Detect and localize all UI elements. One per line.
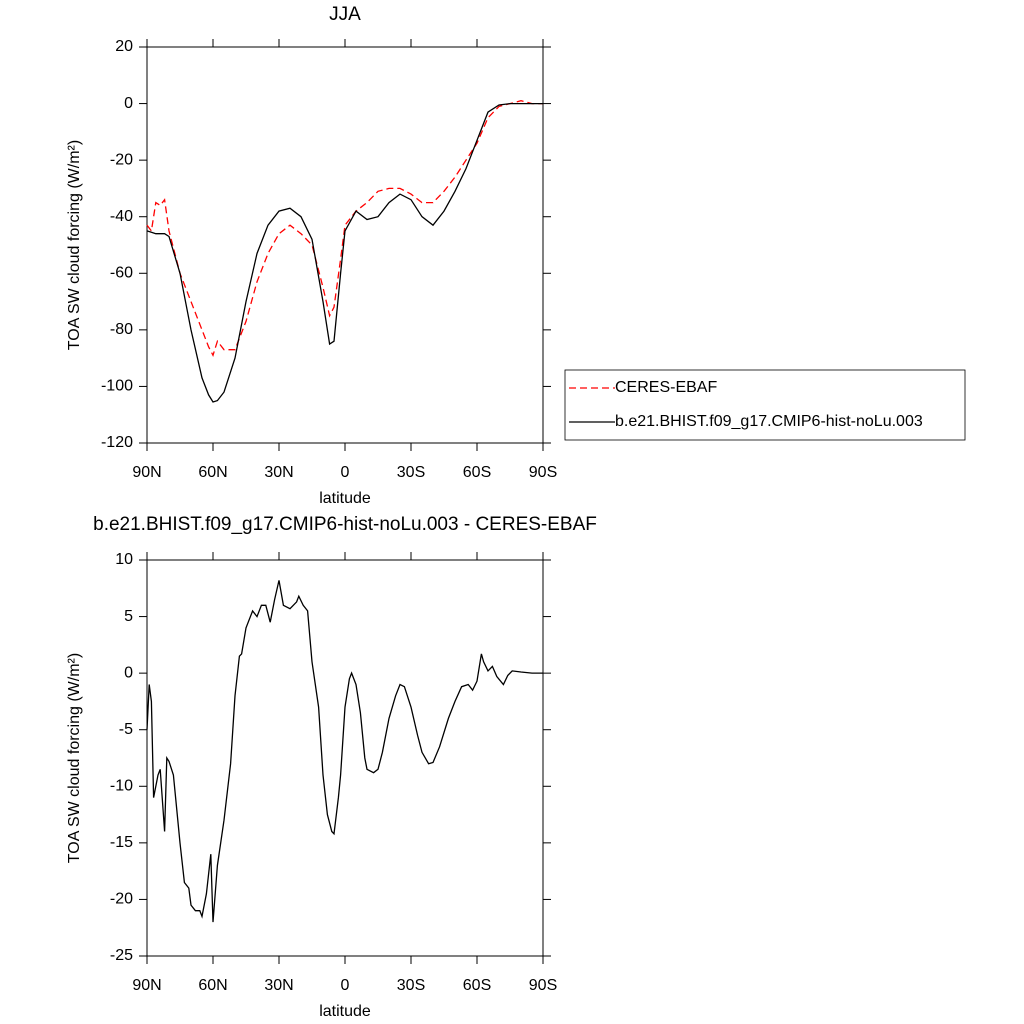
x-axis-label: latitude bbox=[319, 1003, 371, 1020]
x-tick-label: 90N bbox=[132, 977, 161, 994]
y-tick-label: -120 bbox=[101, 434, 133, 451]
y-axis-label: TOA SW cloud forcing (W/m²) bbox=[66, 140, 83, 350]
y-tick-label: -60 bbox=[110, 265, 133, 282]
y-tick-label: 0 bbox=[124, 664, 133, 681]
plot-frame bbox=[146, 46, 544, 444]
y-tick-label: -10 bbox=[110, 778, 133, 795]
x-tick-label: 90S bbox=[529, 464, 557, 481]
legend-label: CERES-EBAF bbox=[615, 379, 717, 396]
x-tick-label: 60S bbox=[463, 464, 491, 481]
x-tick-label: 60N bbox=[198, 977, 227, 994]
data-line bbox=[146, 102, 543, 403]
y-tick-label: 10 bbox=[115, 551, 133, 568]
x-tick-label: 90S bbox=[529, 977, 557, 994]
x-tick-label: 0 bbox=[341, 464, 350, 481]
y-tick-label: -15 bbox=[110, 834, 133, 851]
data-line bbox=[146, 580, 543, 923]
legend-box bbox=[564, 369, 966, 441]
y-axis-label: TOA SW cloud forcing (W/m²) bbox=[66, 653, 83, 863]
chart-title: b.e21.BHIST.f09_g17.CMIP6-hist-noLu.003 … bbox=[93, 514, 597, 535]
y-tick-label: 0 bbox=[124, 95, 133, 112]
y-tick-label: -80 bbox=[110, 321, 133, 338]
data-line bbox=[146, 100, 543, 358]
x-tick-label: 90N bbox=[132, 464, 161, 481]
x-tick-label: 0 bbox=[341, 977, 350, 994]
y-tick-label: 5 bbox=[124, 608, 133, 625]
y-tick-label: 20 bbox=[115, 38, 133, 55]
chart-title: JJA bbox=[329, 4, 361, 25]
legend-label: b.e21.BHIST.f09_g17.CMIP6-hist-noLu.003 bbox=[615, 413, 923, 430]
y-tick-label: -25 bbox=[110, 947, 133, 964]
x-tick-label: 60S bbox=[463, 977, 491, 994]
y-tick-label: -20 bbox=[110, 151, 133, 168]
y-tick-label: -40 bbox=[110, 208, 133, 225]
y-tick-label: -100 bbox=[101, 378, 133, 395]
y-tick-label: -5 bbox=[119, 721, 133, 738]
x-tick-label: 30S bbox=[397, 464, 425, 481]
x-tick-label: 30N bbox=[264, 464, 293, 481]
x-axis-label: latitude bbox=[319, 490, 371, 507]
x-tick-label: 30N bbox=[264, 977, 293, 994]
x-tick-label: 60N bbox=[198, 464, 227, 481]
x-tick-label: 30S bbox=[397, 977, 425, 994]
y-tick-label: -20 bbox=[110, 891, 133, 908]
